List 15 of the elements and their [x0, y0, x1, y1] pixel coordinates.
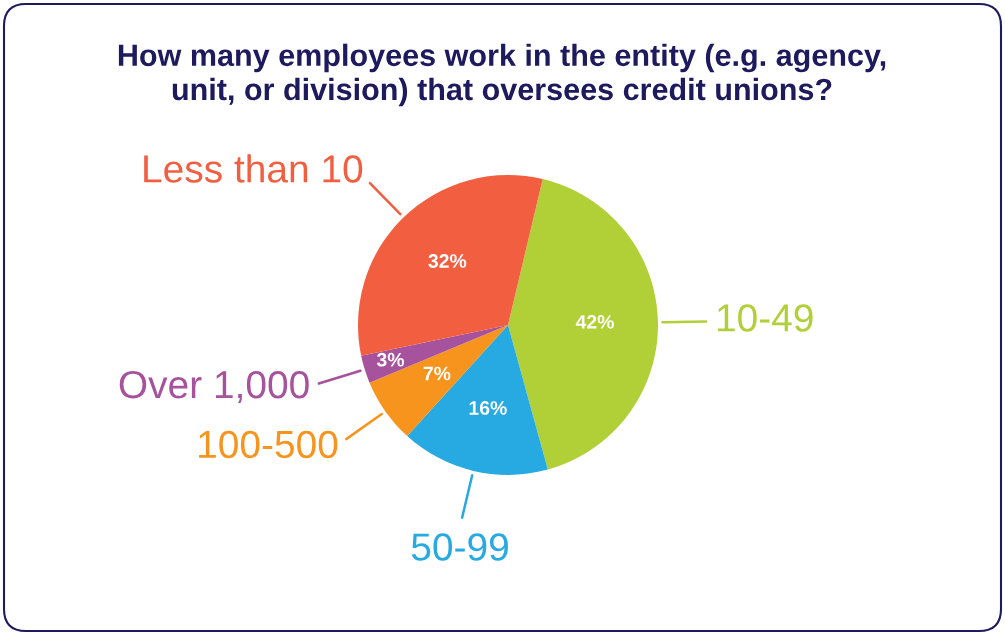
pie-slice	[369, 325, 508, 437]
data-label: 32%	[428, 254, 467, 268]
data-label: 16%	[469, 401, 507, 415]
pie-slice	[407, 325, 548, 475]
slice-label: 100-500	[199, 430, 338, 459]
slice-label: 10-49	[717, 304, 813, 332]
slice-label: Less than 10	[144, 154, 363, 183]
slice-label: 50-99	[411, 533, 508, 561]
pie-slice	[361, 325, 508, 383]
slice-label: Over 1,000	[119, 370, 309, 404]
data-label: 42%	[575, 314, 614, 329]
data-label: 3%	[376, 352, 405, 367]
pie-slice	[508, 179, 658, 470]
data-label: 7%	[423, 366, 451, 381]
chart-title: How many employees work in the entity (e.g. agency, unit, or division) that oversees credit unions?	[118, 43, 886, 107]
